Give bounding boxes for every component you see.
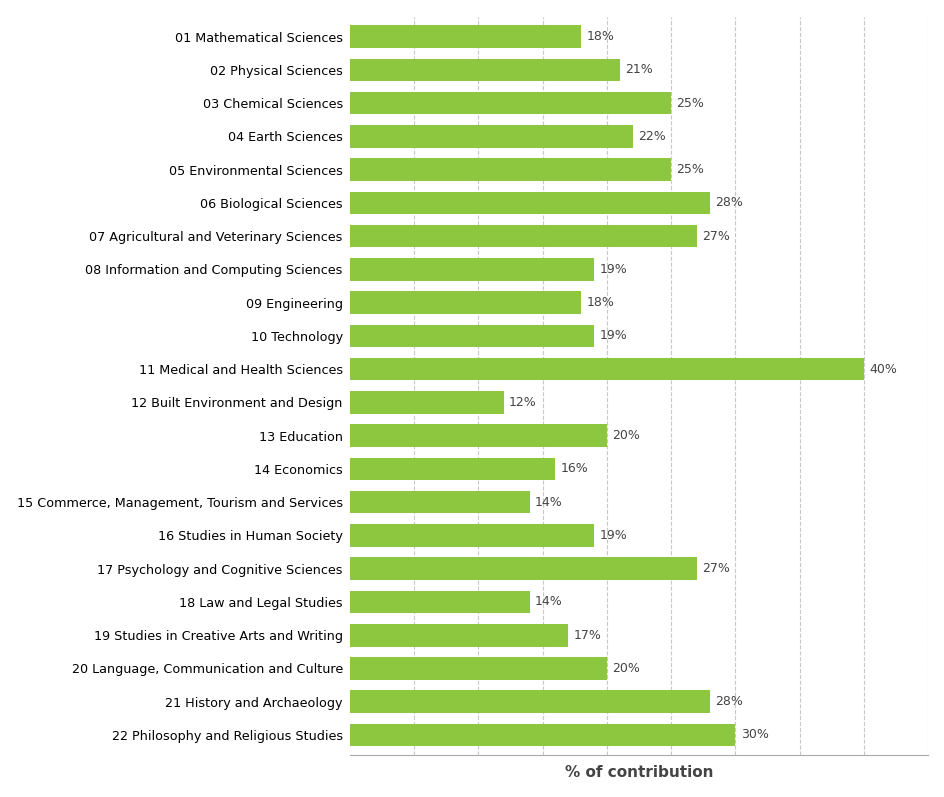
Bar bbox=[349, 26, 581, 48]
Bar bbox=[349, 624, 567, 646]
Bar bbox=[349, 591, 530, 613]
Text: 27%: 27% bbox=[701, 562, 729, 575]
Text: 28%: 28% bbox=[715, 196, 742, 210]
Text: 30%: 30% bbox=[740, 728, 767, 741]
Bar bbox=[349, 292, 581, 314]
Bar bbox=[349, 491, 530, 513]
Text: 14%: 14% bbox=[534, 595, 562, 608]
Bar bbox=[349, 258, 594, 281]
Bar bbox=[349, 159, 670, 181]
Bar bbox=[349, 690, 709, 713]
Text: 19%: 19% bbox=[598, 263, 626, 276]
Text: 22%: 22% bbox=[637, 130, 665, 143]
Bar bbox=[349, 424, 606, 447]
Text: 17%: 17% bbox=[573, 629, 600, 642]
Bar bbox=[349, 391, 503, 414]
X-axis label: % of contribution: % of contribution bbox=[565, 765, 713, 780]
Bar bbox=[349, 524, 594, 547]
Text: 40%: 40% bbox=[868, 363, 896, 375]
Bar bbox=[349, 58, 619, 81]
Text: 14%: 14% bbox=[534, 496, 562, 508]
Text: 20%: 20% bbox=[612, 662, 639, 675]
Text: 19%: 19% bbox=[598, 529, 626, 542]
Text: 20%: 20% bbox=[612, 429, 639, 442]
Text: 25%: 25% bbox=[676, 96, 703, 110]
Text: 19%: 19% bbox=[598, 329, 626, 343]
Bar bbox=[349, 92, 670, 115]
Bar bbox=[349, 225, 696, 247]
Text: 18%: 18% bbox=[585, 30, 614, 43]
Text: 25%: 25% bbox=[676, 163, 703, 176]
Text: 18%: 18% bbox=[585, 296, 614, 309]
Bar bbox=[349, 457, 555, 481]
Bar bbox=[349, 358, 863, 380]
Text: 27%: 27% bbox=[701, 230, 729, 242]
Bar bbox=[349, 658, 606, 680]
Bar bbox=[349, 125, 632, 147]
Bar bbox=[349, 324, 594, 347]
Text: 12%: 12% bbox=[509, 396, 536, 409]
Text: 28%: 28% bbox=[715, 695, 742, 709]
Text: 16%: 16% bbox=[560, 462, 588, 476]
Text: 21%: 21% bbox=[624, 64, 652, 77]
Bar bbox=[349, 191, 709, 214]
Bar bbox=[349, 557, 696, 580]
Bar bbox=[349, 724, 734, 746]
